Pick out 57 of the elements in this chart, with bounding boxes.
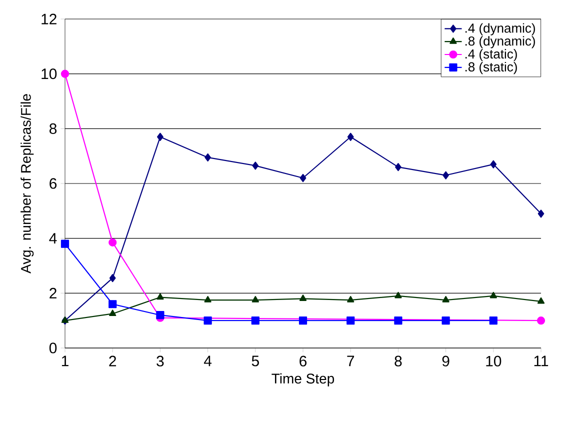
point	[536, 316, 546, 325]
point	[156, 311, 164, 320]
point	[157, 132, 164, 141]
point	[156, 293, 164, 300]
x-tick-label: 4	[204, 356, 212, 366]
point	[252, 162, 259, 170]
y-axis-title: Avg. number of Replicas/File	[20, 94, 34, 274]
point	[108, 238, 117, 246]
legend-label: .4 (dynamic)	[465, 23, 535, 36]
point	[60, 70, 70, 78]
point	[394, 292, 402, 298]
point	[109, 274, 116, 282]
x-tick-label: 2	[109, 356, 116, 366]
legend-label: .8 (static)	[465, 62, 517, 74]
x-tick-label: 6	[300, 356, 307, 366]
legend-label: .4 (static)	[465, 49, 517, 62]
point	[204, 316, 212, 325]
point	[394, 316, 402, 325]
x-tick-label: 8	[394, 356, 402, 366]
point	[108, 300, 117, 308]
x-tick-label: 10	[486, 356, 502, 366]
point	[490, 160, 497, 168]
point	[442, 171, 449, 180]
x-tick-label: 7	[347, 356, 354, 366]
point	[490, 292, 497, 298]
y-tick-label: 2	[50, 288, 56, 298]
x-axis-title: Time Step	[272, 373, 334, 386]
point	[298, 316, 308, 325]
point	[299, 294, 307, 301]
point	[251, 316, 260, 325]
point	[346, 316, 355, 325]
point	[395, 163, 402, 172]
point	[109, 310, 116, 316]
point	[489, 316, 498, 325]
x-tick-label: 9	[442, 356, 450, 366]
point	[60, 240, 70, 248]
x-tick-label: 1	[62, 356, 68, 366]
y-tick-label: 8	[50, 123, 57, 134]
point	[300, 174, 306, 182]
legend-label: .8 (dynamic)	[465, 36, 535, 48]
y-tick-label: 4	[49, 233, 57, 244]
point	[442, 296, 450, 302]
point	[347, 132, 354, 141]
y-tick-label: 12	[42, 14, 56, 24]
point	[538, 210, 544, 218]
x-tick-label: 3	[156, 356, 164, 366]
point	[347, 296, 354, 302]
point	[204, 153, 211, 162]
point	[442, 316, 450, 325]
y-tick-label: 0	[49, 342, 57, 354]
point	[252, 296, 259, 302]
x-tick-label: 5	[252, 356, 259, 366]
x-tick-label: 11	[534, 356, 548, 366]
point	[204, 296, 212, 302]
y-tick-label: 10	[42, 68, 57, 80]
y-tick-label: 6	[50, 178, 57, 189]
point	[537, 297, 545, 304]
